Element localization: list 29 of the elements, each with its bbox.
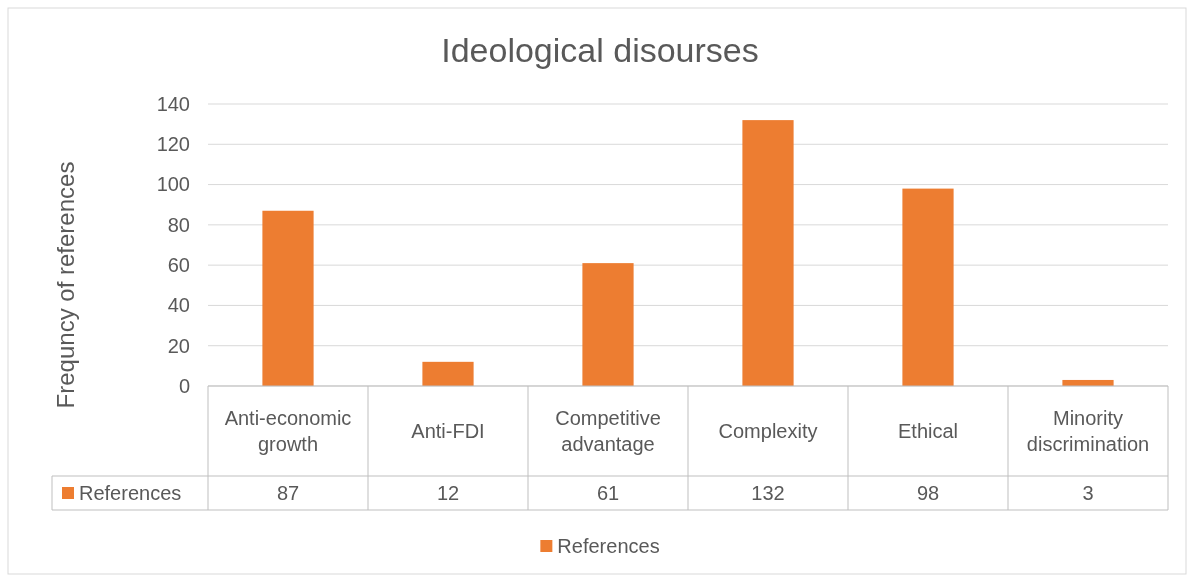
y-tick-label: 40 [167,294,190,317]
chart-title: Ideological disourses [441,31,759,69]
text: References [557,535,660,557]
x-tick-label: Anti-FDI [411,420,485,442]
y-tick-label: 140 [156,92,190,115]
bar [582,263,634,386]
bar [902,188,954,386]
bar [742,120,794,386]
x-tick-label: Complexity [718,420,818,442]
bar [262,210,314,386]
data-label: 3 [1082,482,1094,504]
x-tick-label: Ethical [897,420,959,442]
y-tick-label: 60 [167,254,190,277]
data-label: 61 [596,482,620,504]
x-tick-label: Anti-economic growth [224,407,352,455]
data-label: 12 [436,482,460,504]
y-tick-label: 80 [167,213,190,236]
bar [422,361,474,386]
data-label: 87 [276,482,300,504]
y-axis-title: Frequncy of references [52,161,79,409]
y-tick-label: 100 [156,173,190,196]
x-tick-label: Competitive advantage [555,407,661,455]
y-tick-label: 120 [156,133,190,156]
data-label: 132 [751,482,785,504]
y-tick-label: 0 [178,374,190,397]
x-tick-label: Minority discrimination [1026,407,1150,455]
legend-label: References [79,482,182,504]
data-label: 98 [916,482,940,504]
y-tick-label: 20 [167,334,190,357]
